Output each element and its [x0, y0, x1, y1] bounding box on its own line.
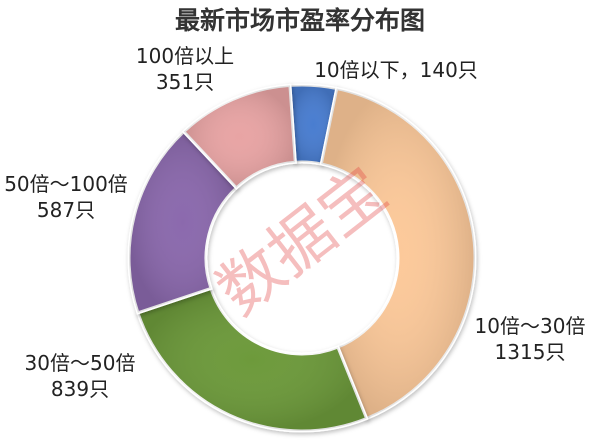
slice-label: 50倍～100倍 [4, 172, 128, 196]
slice-value-label: 351只 [156, 70, 214, 94]
donut-slice-shade [137, 288, 367, 431]
slice-label: 30倍～50倍 [25, 351, 136, 375]
slice-label: 10倍以下，140只 [314, 58, 478, 82]
slice-label: 100倍以上 [136, 44, 234, 68]
donut-slice-shade [183, 85, 296, 188]
slice-value-label: 587只 [37, 198, 95, 222]
slice-label: 10倍～30倍 [475, 314, 586, 338]
donut-slice-shade [129, 131, 237, 313]
donut-slices [127, 83, 477, 433]
donut-slice-shade [321, 88, 476, 419]
slice-value-label: 839只 [51, 377, 109, 401]
slice-value-label: 1315只 [495, 340, 566, 364]
chart-title: 最新市场市盈率分布图 [175, 6, 425, 35]
